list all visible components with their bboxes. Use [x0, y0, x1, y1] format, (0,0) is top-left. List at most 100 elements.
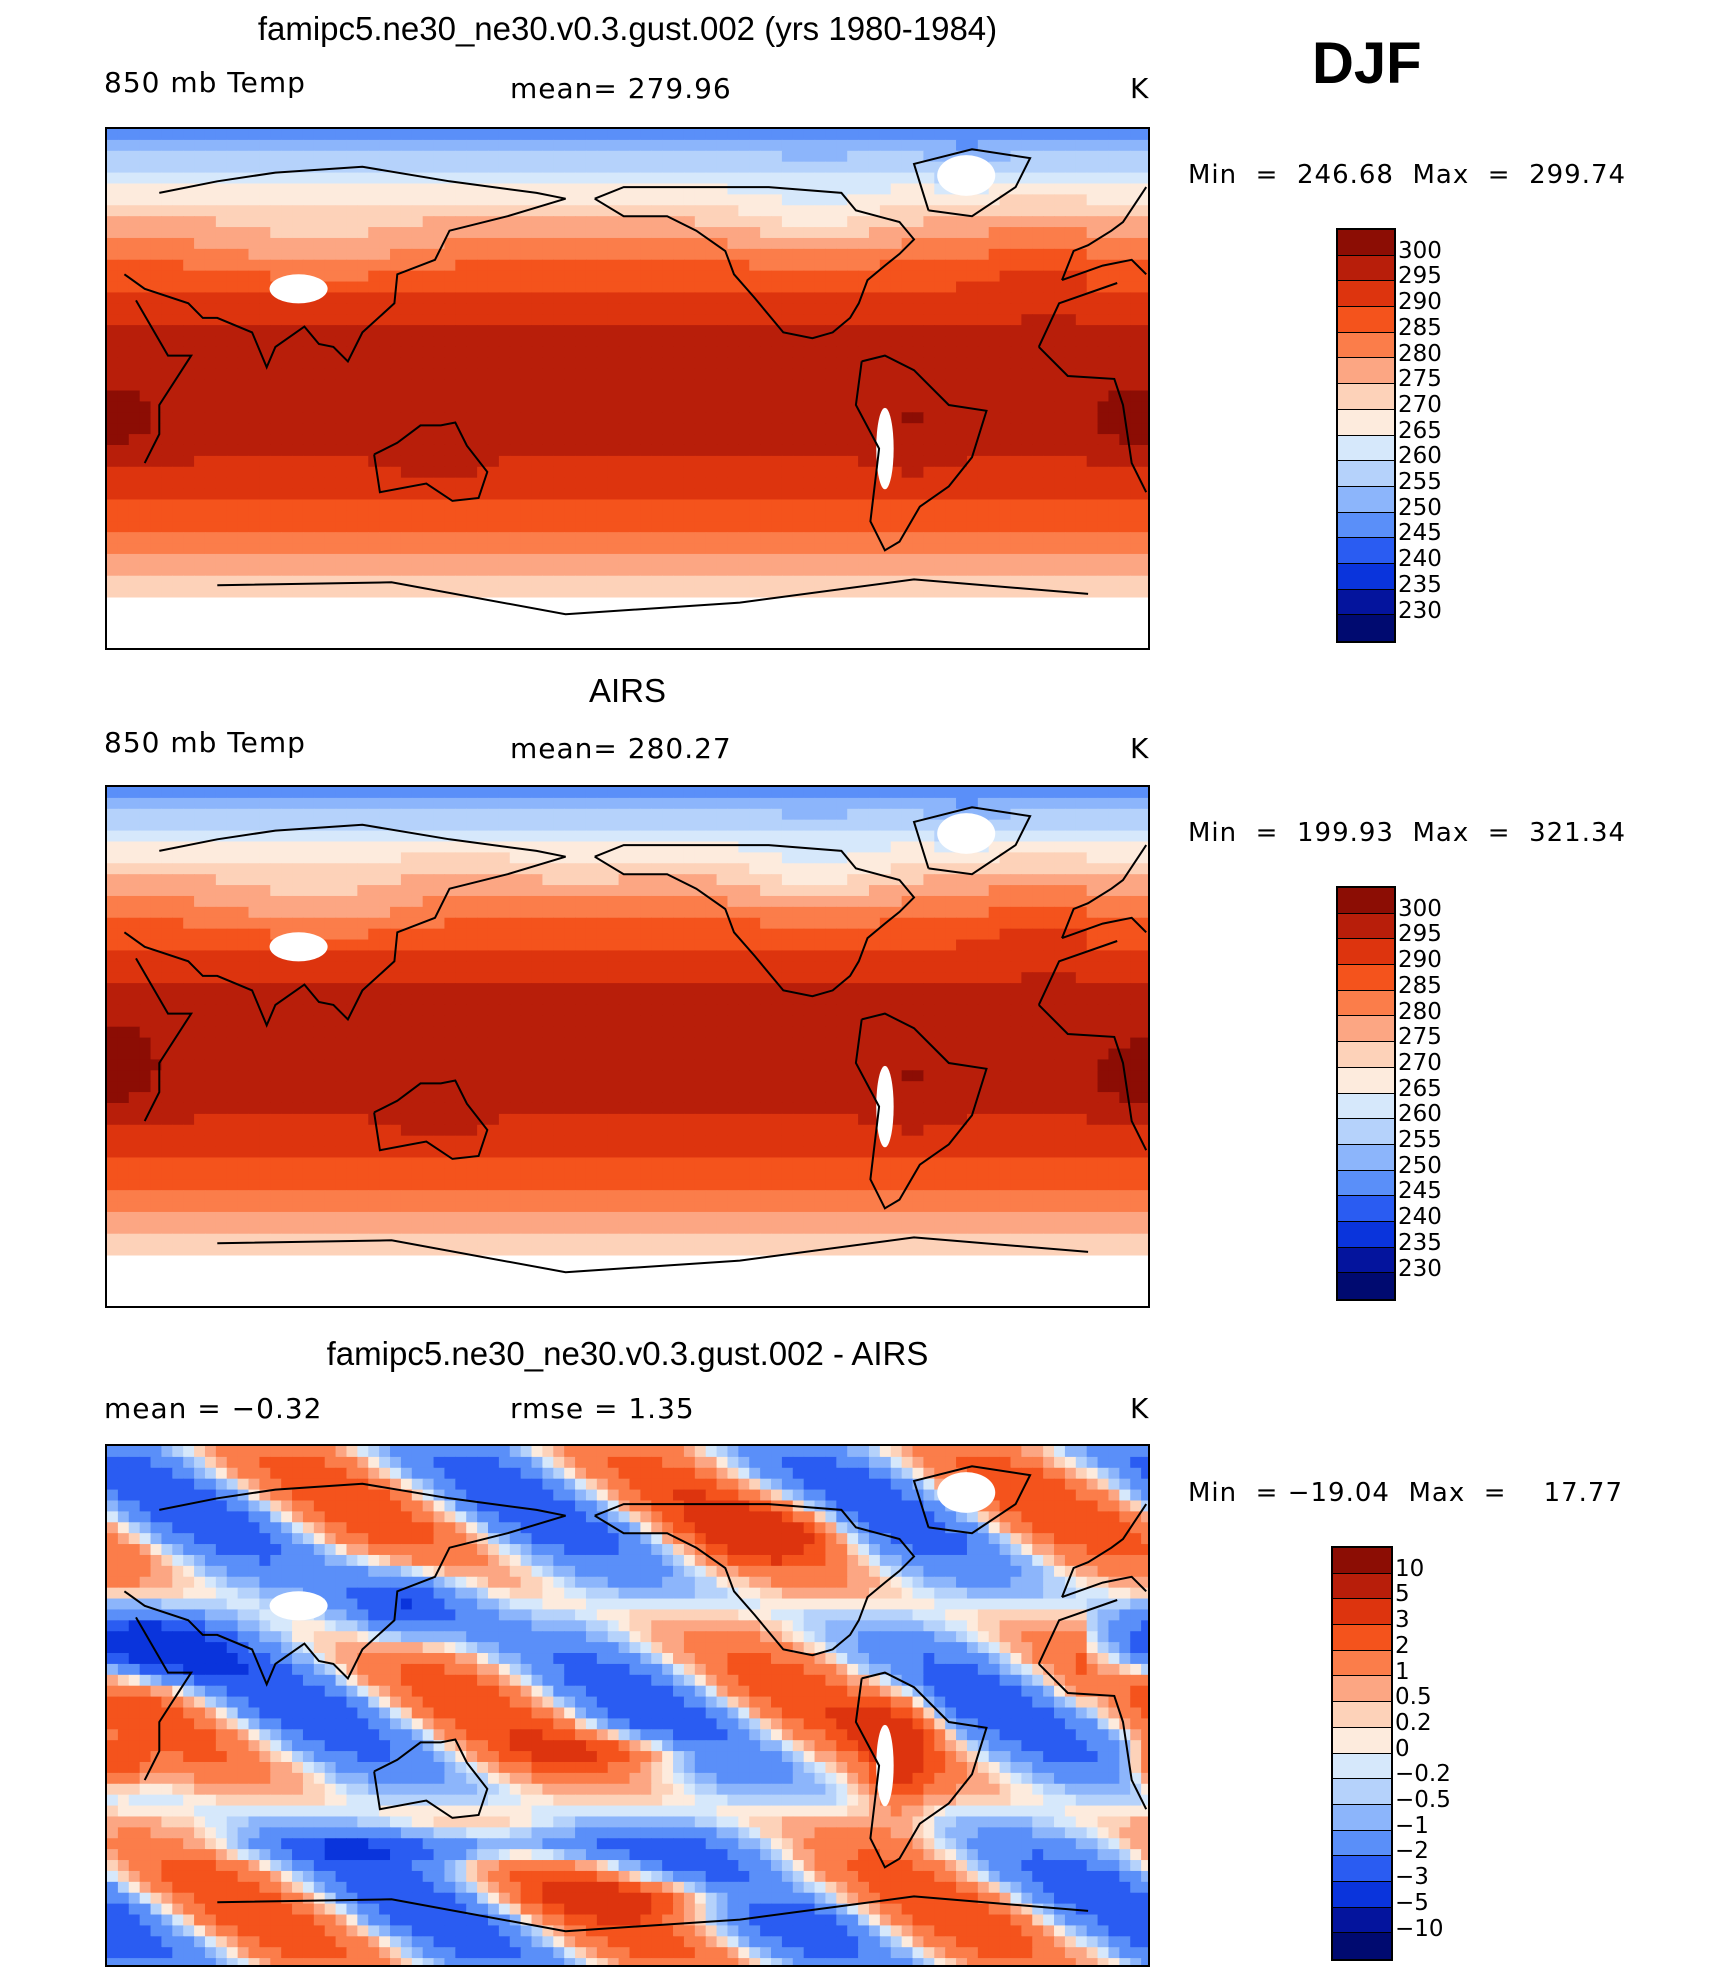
map-cell [499, 282, 510, 294]
map-cell [107, 260, 118, 272]
map-cell [390, 598, 401, 610]
map-cell [357, 489, 368, 501]
map-cell [466, 162, 477, 174]
map-cell [804, 129, 815, 141]
map-cell [662, 478, 673, 490]
map-cell [1043, 282, 1054, 294]
map-cell [1087, 325, 1098, 337]
map-cell [227, 347, 238, 359]
map-cell [521, 151, 532, 163]
map-cell [608, 140, 619, 152]
map-cell [869, 173, 880, 185]
map-cell [869, 336, 880, 348]
map-cell [499, 194, 510, 206]
map-cell [673, 292, 684, 304]
map-cell [314, 216, 325, 228]
map-cell [804, 303, 815, 315]
map-cell [281, 619, 292, 631]
map-cell [1141, 510, 1150, 521]
map-cell [172, 271, 183, 283]
map-cell [553, 510, 564, 521]
map-cell [630, 129, 641, 141]
map-cell [934, 598, 945, 610]
map-cell [869, 282, 880, 294]
map-cell [989, 227, 1000, 239]
map-cell [815, 282, 826, 294]
map-cell [804, 369, 815, 381]
map-cell [782, 205, 793, 217]
map-cell [346, 587, 357, 599]
map-cell [1032, 260, 1043, 272]
map-cell [259, 608, 270, 620]
map-cell [172, 576, 183, 588]
map-cell [804, 401, 815, 413]
map-cell [488, 641, 499, 650]
map-cell [151, 271, 162, 283]
map-cell [651, 216, 662, 228]
map-cell [249, 608, 260, 620]
map-cell [804, 325, 815, 337]
map-cell [706, 282, 717, 294]
map-cell [532, 194, 543, 206]
map-cell [619, 369, 630, 381]
map-cell [151, 598, 162, 610]
map-cell [1000, 292, 1011, 304]
map-cell [738, 434, 749, 446]
map-cell [249, 423, 260, 435]
map-cell [346, 641, 357, 650]
map-cell [804, 173, 815, 185]
map-cell [488, 565, 499, 577]
map-cell [488, 238, 499, 250]
map-cell [825, 358, 836, 370]
map-cell [640, 216, 651, 228]
map-cell [1065, 809, 1076, 821]
map-cell [662, 608, 673, 620]
map-cell [542, 347, 553, 359]
map-cell [1043, 238, 1054, 250]
map-cell [825, 641, 836, 650]
map-cell [575, 532, 586, 544]
map-cell [771, 499, 782, 511]
map-cell [1098, 151, 1109, 163]
map-cell [1098, 521, 1109, 533]
map-cell [1021, 456, 1032, 468]
map-cell [640, 532, 651, 544]
map-cell [510, 467, 521, 479]
map-cell [444, 205, 455, 217]
map-cell [292, 412, 303, 424]
map-cell [270, 325, 281, 337]
map-cell [934, 619, 945, 631]
map-cell [521, 532, 532, 544]
map-cell [847, 183, 858, 195]
map-cell [662, 162, 673, 174]
map-cell [118, 478, 129, 490]
map-cell [521, 292, 532, 304]
map-cell [913, 532, 924, 544]
map-cell [923, 227, 934, 239]
map-cell [793, 151, 804, 163]
map-cell [847, 282, 858, 294]
map-cell [542, 565, 553, 577]
map-cell [913, 478, 924, 490]
map-cell [1141, 619, 1150, 631]
map-cell [847, 456, 858, 468]
map-cell [662, 521, 673, 533]
map-cell [183, 456, 194, 468]
map-cell [956, 641, 967, 650]
map-cell [325, 216, 336, 228]
map-cell [1032, 798, 1043, 810]
map-cell [314, 820, 325, 832]
map-cell [227, 532, 238, 544]
map-cell [738, 489, 749, 501]
map-cell [640, 173, 651, 185]
map-cell [934, 423, 945, 435]
map-cell [314, 140, 325, 152]
map-cell [1098, 194, 1109, 206]
map-cell [695, 151, 706, 163]
map-cell [673, 499, 684, 511]
map-cell [118, 216, 129, 228]
map-cell [259, 598, 270, 610]
map-cell [945, 194, 956, 206]
map-cell [227, 423, 238, 435]
map-cell [1054, 798, 1065, 810]
